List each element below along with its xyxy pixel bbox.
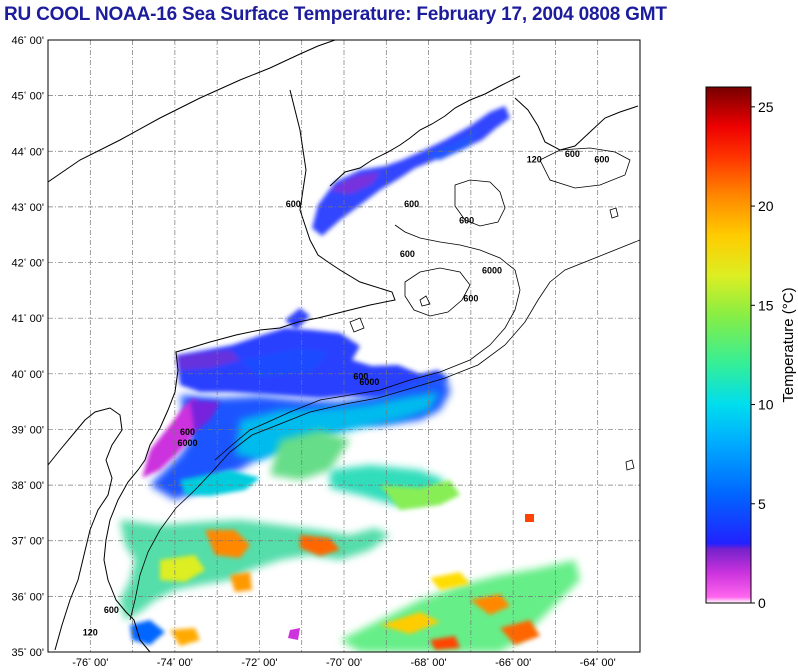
lon-tick-label: -68° 00' — [411, 657, 447, 670]
colorbar-tick-label: 0 — [758, 595, 766, 611]
coastline-outline — [48, 40, 396, 652]
contour-label: 6000 — [359, 377, 379, 387]
longitude-axis: -76° 00' -74° 00' -72° 00' -70° 00' -68° 00'… — [72, 657, 616, 670]
contour-label: 6000 — [178, 438, 198, 448]
contour-label: 600 — [463, 293, 478, 303]
contour-label: 600 — [404, 199, 419, 209]
colorbar-tick-label: 20 — [758, 198, 774, 214]
contour-labels: 600 6006006006006000120600600600600060060… — [83, 149, 610, 637]
colorbar-tick-label: 25 — [758, 99, 774, 115]
contour-label: 600 — [353, 371, 368, 381]
colorbar: 25 20 15 10 5 0 Temperature (°C) — [705, 86, 797, 611]
lat-tick-label: 45° 00' — [12, 90, 44, 103]
contour-label: 600 — [400, 249, 415, 259]
lat-tick-label: 39° 00' — [12, 424, 44, 437]
lat-tick-label: 46° 00' — [12, 35, 44, 48]
contour-label: 600 — [565, 149, 580, 159]
coastline-detail-chesapeake — [48, 407, 123, 651]
lat-tick-label: 36° 00' — [12, 591, 44, 604]
coastline-detail-maine — [329, 75, 639, 187]
contour-label: 600 — [459, 216, 474, 226]
lat-tick-label: 38° 00' — [12, 480, 44, 493]
colorbar-ticks: 25 20 15 10 5 0 — [751, 99, 774, 611]
lon-tick-label: -70° 00' — [326, 657, 362, 670]
contour-label: 600 — [180, 427, 195, 437]
lat-tick-label: 43° 00' — [12, 201, 44, 214]
lon-tick-label: -72° 00' — [241, 657, 277, 670]
contour-6000-slope — [129, 239, 640, 621]
lon-tick-label: -74° 00' — [157, 657, 193, 670]
lat-tick-label: 44° 00' — [12, 146, 44, 159]
lat-tick-label: 37° 00' — [12, 535, 44, 548]
latitude-axis: 46° 00' 45° 00' 44° 00' 43° 00' 42° 00' 41° 0… — [12, 35, 44, 660]
contour-label: 120 — [527, 154, 542, 164]
sst-gulf-of-maine — [312, 106, 510, 236]
contour-label: 600 — [286, 199, 301, 209]
lat-tick-label: 41° 00' — [12, 313, 44, 326]
contour-label: 600 — [104, 605, 119, 615]
contour-scatter-bits — [349, 207, 635, 471]
sst-imagery — [120, 106, 580, 652]
contour-600-shelf — [214, 224, 521, 461]
contour-nova-scotia — [454, 147, 631, 227]
coastline-contours — [48, 40, 640, 652]
colorbar-title: Temperature (°C) — [780, 287, 797, 402]
colorbar-tick-label: 10 — [758, 397, 774, 413]
map-title: RU COOL NOAA-16 Sea Surface Temperature:… — [4, 4, 667, 25]
sst-mid-atlantic — [142, 375, 460, 510]
lat-tick-label: 40° 00' — [12, 368, 44, 381]
lon-tick-label: -66° 00' — [495, 657, 531, 670]
lat-tick-label: 42° 00' — [12, 257, 44, 270]
lon-tick-label: -76° 00' — [72, 657, 108, 670]
contour-georges-bank — [404, 267, 471, 317]
sst-ne-shelf — [176, 328, 448, 398]
sst-southern-gulf-stream — [120, 514, 580, 652]
colorbar-gradient — [705, 86, 752, 604]
colorbar-tick-label: 5 — [758, 496, 766, 512]
lon-tick-label: -64° 00' — [580, 657, 616, 670]
colorbar-tick-label: 15 — [758, 297, 774, 313]
lat-tick-label: 35° 00' — [12, 647, 44, 660]
contour-label: 6000 — [482, 266, 502, 276]
contour-label: 120 — [83, 627, 98, 637]
contour-label: 600 — [594, 154, 609, 164]
map-frame-border — [47, 39, 641, 653]
